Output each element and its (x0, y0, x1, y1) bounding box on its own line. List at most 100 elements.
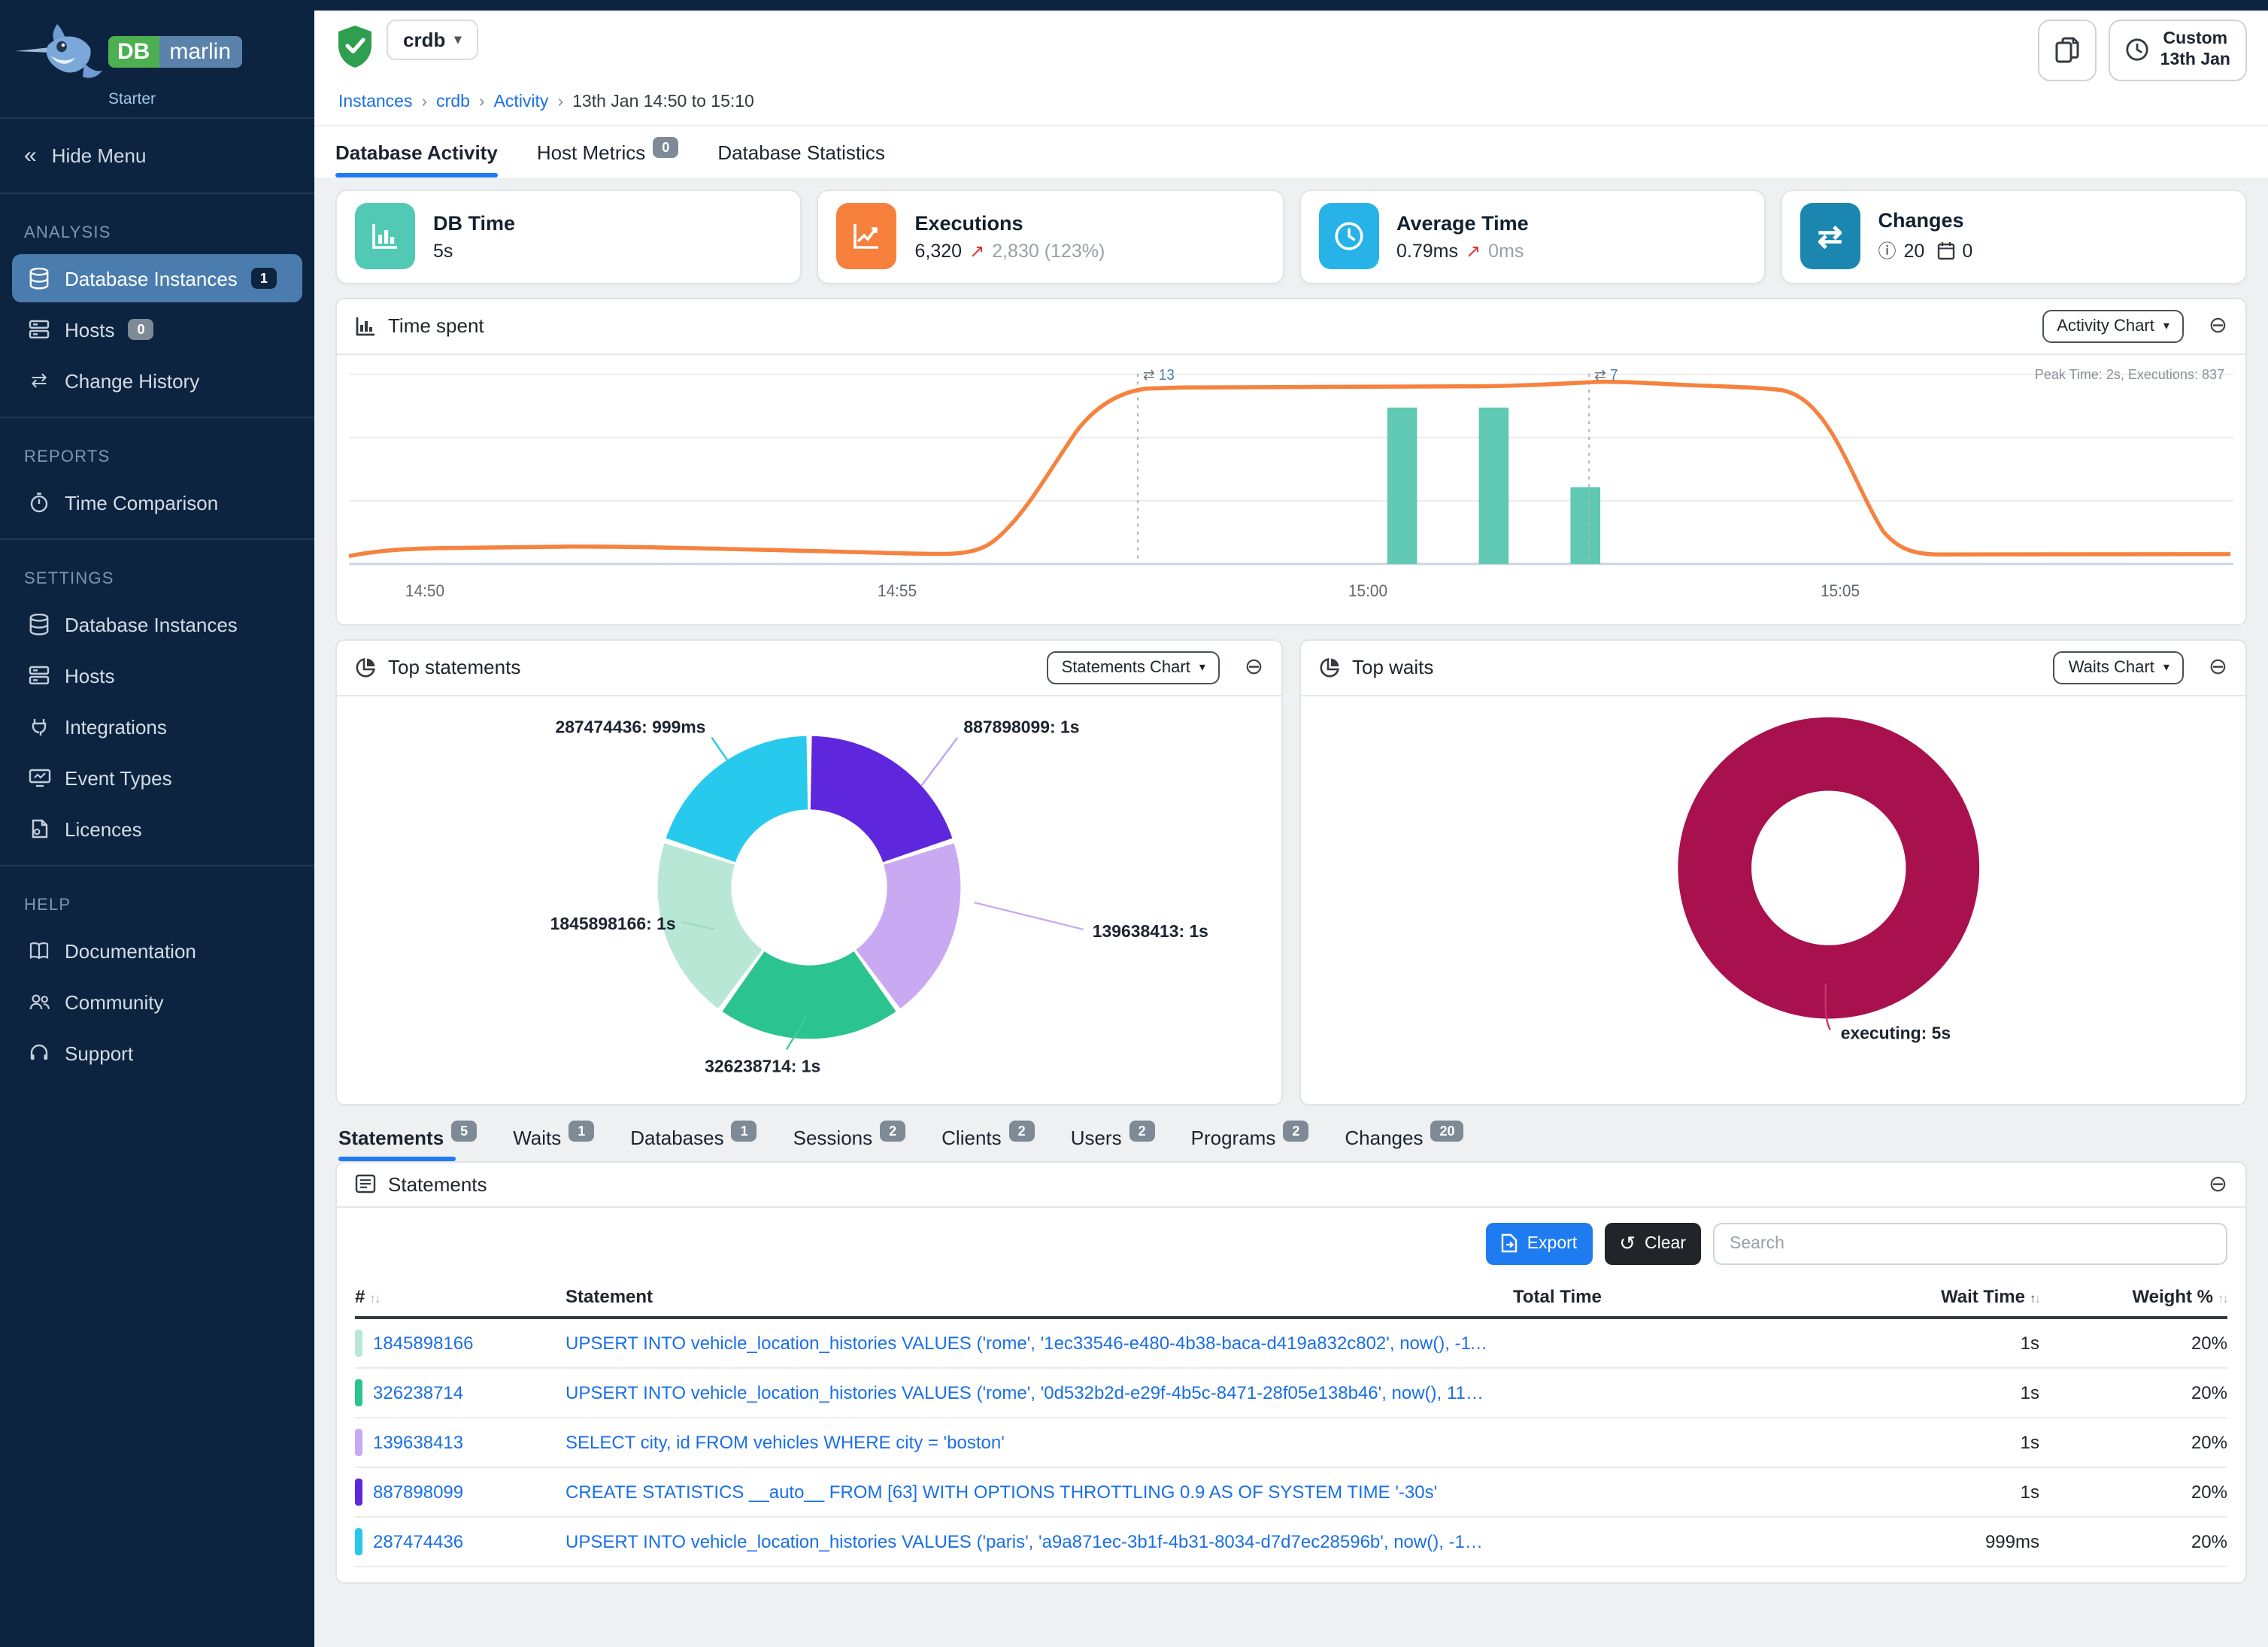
waits-donut-chart[interactable]: executing: 5s (1301, 696, 2245, 1104)
sidebar-item-time-comparison[interactable]: Time Comparison (12, 478, 302, 526)
panel-title: Statements (388, 1172, 487, 1196)
export-button[interactable]: Export (1486, 1222, 1593, 1265)
waits-donut: executing: 5s (1678, 717, 1980, 1042)
clock-icon (2127, 39, 2149, 62)
section-title-help: HELP (24, 896, 71, 914)
pie-chart-icon (355, 657, 376, 678)
count-badge: 0 (128, 319, 154, 340)
tab-database-activity[interactable]: Database Activity (335, 141, 498, 177)
col-weight[interactable]: Weight % ↑↓ (2132, 1285, 2229, 1307)
statement-link[interactable]: SELECT city, id FROM vehicles WHERE city… (565, 1431, 1005, 1453)
stopwatch-icon (27, 490, 51, 514)
statements-chart-selector[interactable]: Statements Chart ▾ (1046, 651, 1220, 684)
health-shield-icon (338, 26, 371, 68)
card-title: Average Time (1396, 211, 1529, 235)
instance-selector[interactable]: crdb ▾ (387, 20, 478, 60)
wait-time-value: 1s (2020, 1431, 2039, 1453)
time-range-button[interactable]: Custom 13th Jan (2109, 20, 2247, 81)
x-tick: 15:05 (1821, 581, 1860, 600)
statement-link[interactable]: UPSERT INTO vehicle_location_histories V… (565, 1332, 1513, 1354)
col-total-time[interactable]: Total Time (1513, 1285, 1602, 1307)
exchange-icon: ⇄ (1143, 366, 1155, 384)
wait-time-value: 1s (2020, 1481, 2039, 1503)
tab-users[interactable]: Users 2 (1071, 1120, 1155, 1161)
sort-icon: ↑↓ (369, 1290, 381, 1306)
tab-sessions[interactable]: Sessions 2 (793, 1120, 906, 1161)
logo-block: DB marlin Starter (0, 0, 314, 119)
sidebar-item-support[interactable]: Support (12, 1029, 302, 1077)
x-tick: 14:50 (405, 581, 444, 600)
top-strip (314, 0, 2268, 11)
sidebar-item-licences[interactable]: Licences (12, 805, 302, 853)
sidebar-item-event-types[interactable]: Event Types (12, 754, 302, 802)
tab-badge: 2 (880, 1120, 906, 1142)
change-marker-label[interactable]: ⇄ 7 (1594, 366, 1618, 384)
clock-icon (1318, 203, 1378, 270)
collapse-panel-icon[interactable]: ⊖ (2208, 654, 2227, 681)
tab-database-statistics[interactable]: Database Statistics (717, 141, 885, 164)
exchange-icon: ⇄ (1594, 366, 1606, 384)
sidebar-item-documentation[interactable]: Documentation (12, 927, 302, 975)
donut-label: 887898099: 1s (963, 717, 1079, 736)
statement-id-link[interactable]: 1845898166 (373, 1332, 474, 1354)
change-marker-label[interactable]: ⇄ 13 (1143, 366, 1175, 384)
breadcrumb-link-instances[interactable]: Instances (338, 93, 413, 111)
pie-chart-icon (1319, 657, 1340, 678)
tab-badge: 5 (451, 1120, 478, 1142)
changes-info-count: 20 (1903, 240, 1925, 262)
statements-donut-chart[interactable]: 287474436: 999ms 887898099: 1s 139638413… (337, 696, 1281, 1104)
search-input[interactable] (1713, 1222, 2227, 1265)
panel-title: Time spent (388, 314, 484, 338)
bar-chart-icon (355, 203, 415, 270)
sidebar-item-integrations[interactable]: Integrations (12, 702, 302, 751)
statement-link[interactable]: UPSERT INTO vehicle_location_histories V… (565, 1382, 1513, 1403)
col-statement[interactable]: Statement (565, 1285, 653, 1307)
statement-color-chip (355, 1527, 362, 1555)
hide-menu-button[interactable]: « Hide Menu (0, 128, 314, 184)
sidebar-item-hosts[interactable]: Hosts 0 (12, 305, 302, 353)
sidebar-item-change-history[interactable]: ⇄ Change History (12, 356, 302, 405)
sidebar-item-database-instances[interactable]: Database Instances 1 (12, 254, 302, 302)
time-spent-chart[interactable]: Peak Time: 2s, Executions: 837 ⇄ 13 (337, 355, 2245, 624)
copy-link-button[interactable] (2038, 20, 2097, 81)
collapse-panel-icon[interactable]: ⊖ (2208, 313, 2227, 339)
col-wait-time[interactable]: Wait Time ↑↓ (1940, 1285, 2041, 1307)
db-time-line (348, 379, 2231, 558)
time-range-mode: Custom (2163, 30, 2228, 48)
statement-id-link[interactable]: 287474436 (373, 1530, 464, 1552)
tab-statements[interactable]: Statements 5 (338, 1120, 478, 1161)
tab-programs[interactable]: Programs 2 (1191, 1120, 1309, 1161)
statement-id-link[interactable]: 139638413 (373, 1431, 464, 1453)
tab-badge: 20 (1430, 1120, 1464, 1142)
tab-clients[interactable]: Clients 2 (941, 1120, 1035, 1161)
sidebar-item-label: Integrations (65, 715, 167, 738)
executions-bar (1478, 407, 1509, 564)
breadcrumb-link-crdb[interactable]: crdb (436, 93, 470, 111)
statement-id-link[interactable]: 887898099 (373, 1481, 464, 1503)
col-num[interactable]: # ↑↓ (355, 1285, 381, 1307)
collapse-panel-icon[interactable]: ⊖ (1244, 654, 1263, 681)
sidebar-item-settings-hosts[interactable]: Hosts (12, 651, 302, 699)
sidebar-item-community[interactable]: Community (12, 978, 302, 1026)
weight-value: 20% (2191, 1530, 2227, 1552)
collapse-panel-icon[interactable]: ⊖ (2208, 1171, 2227, 1197)
tab-host-metrics[interactable]: Host Metrics 0 (537, 136, 679, 177)
table-row: 1845898166 UPSERT INTO vehicle_location_… (355, 1319, 2227, 1369)
waits-chart-selector[interactable]: Waits Chart ▾ (2053, 651, 2185, 684)
executions-bar (1570, 487, 1601, 564)
statement-link[interactable]: UPSERT INTO vehicle_location_histories V… (565, 1530, 1513, 1552)
tab-badge: 2 (1129, 1120, 1155, 1142)
sidebar-item-settings-database-instances[interactable]: Database Instances (12, 600, 302, 648)
statement-link[interactable]: CREATE STATISTICS __auto__ FROM [63] WIT… (565, 1481, 1438, 1503)
statements-donut: 287474436: 999ms 887898099: 1s 139638413… (550, 717, 1208, 1075)
donut-label: executing: 5s (1841, 1023, 1951, 1042)
activity-chart-selector[interactable]: Activity Chart ▾ (2042, 309, 2185, 343)
tab-waits[interactable]: Waits 1 (513, 1120, 595, 1161)
tab-databases[interactable]: Databases 1 (630, 1120, 757, 1161)
statement-id-link[interactable]: 326238714 (373, 1382, 464, 1403)
tab-changes[interactable]: Changes 20 (1345, 1120, 1464, 1161)
breadcrumb-link-activity[interactable]: Activity (493, 93, 549, 111)
book-icon (27, 939, 51, 963)
clear-button[interactable]: ↺ Clear (1604, 1222, 1701, 1265)
activity-line-chart: ⇄ 13 ⇄ 7 14:50 14:55 15:00 15:05 (348, 366, 2233, 600)
